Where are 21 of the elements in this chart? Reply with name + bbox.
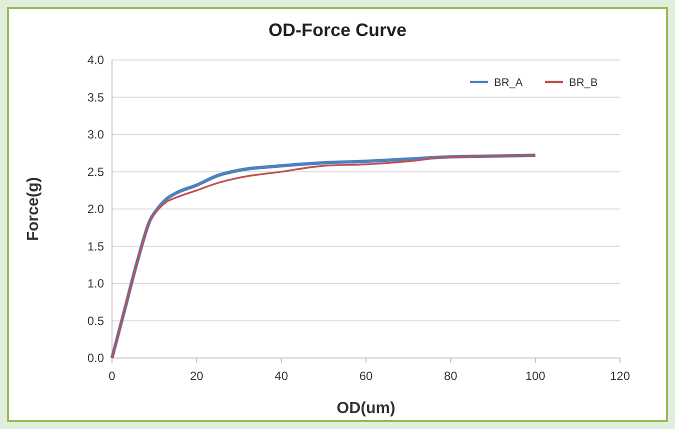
x-tick-label: 0 (108, 369, 116, 383)
x-tick-label: 80 (444, 369, 458, 383)
x-tick-label: 100 (525, 369, 546, 383)
y-tick-label: 2.5 (87, 164, 104, 179)
y-tick-label: 3.5 (87, 90, 104, 104)
y-tick-label: 0.5 (87, 314, 104, 328)
y-tick-label: 1.5 (87, 239, 104, 254)
x-tick-label: 20 (190, 369, 204, 383)
x-tick-label: 120 (610, 369, 630, 383)
y-tick-label: 0.0 (87, 351, 104, 365)
y-tick-label: 3.0 (87, 128, 104, 142)
x-tick-label: 60 (359, 369, 373, 383)
x-axis-title: OD(um) (336, 400, 396, 417)
y-tick-label: 2.0 (87, 202, 104, 216)
y-tick-label: 4.0 (87, 53, 104, 67)
x-tick-label: 40 (274, 369, 288, 383)
legend-label: BR_B (569, 77, 598, 89)
legend-label: BR_A (494, 77, 524, 89)
y-tick-label: 1.0 (87, 276, 104, 290)
chart-title: OD-Force Curve (268, 20, 407, 40)
y-axis-title: Force(g) (25, 177, 42, 241)
